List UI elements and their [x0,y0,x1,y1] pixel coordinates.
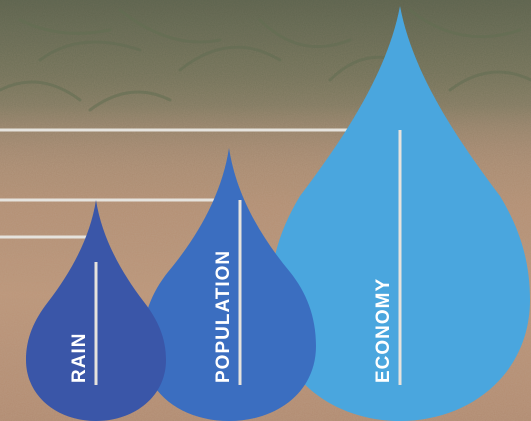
population-label: POPULATION [213,250,234,383]
rain-label: RAIN [69,333,90,383]
economy-label: ECONOMY [373,278,394,383]
population-drop [142,148,316,421]
palm-fronds [0,8,531,112]
